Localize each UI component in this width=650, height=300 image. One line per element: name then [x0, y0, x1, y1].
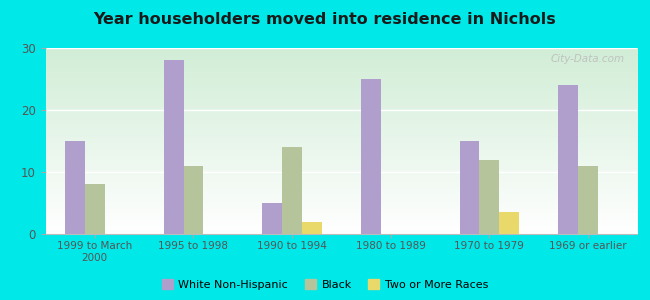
Bar	[85, 184, 105, 234]
Legend: White Non-Hispanic, Black, Two or More Races: White Non-Hispanic, Black, Two or More R…	[157, 275, 493, 294]
Bar	[499, 212, 519, 234]
Bar	[578, 166, 597, 234]
Bar	[302, 222, 322, 234]
Text: City-Data.com: City-Data.com	[551, 54, 625, 64]
Bar	[479, 160, 499, 234]
Bar	[361, 79, 381, 234]
Bar	[460, 141, 479, 234]
Bar	[65, 141, 85, 234]
Bar	[183, 166, 203, 234]
Bar	[263, 203, 282, 234]
Bar	[282, 147, 302, 234]
Text: Year householders moved into residence in Nichols: Year householders moved into residence i…	[94, 12, 556, 27]
Bar	[558, 85, 578, 234]
Bar	[164, 60, 183, 234]
